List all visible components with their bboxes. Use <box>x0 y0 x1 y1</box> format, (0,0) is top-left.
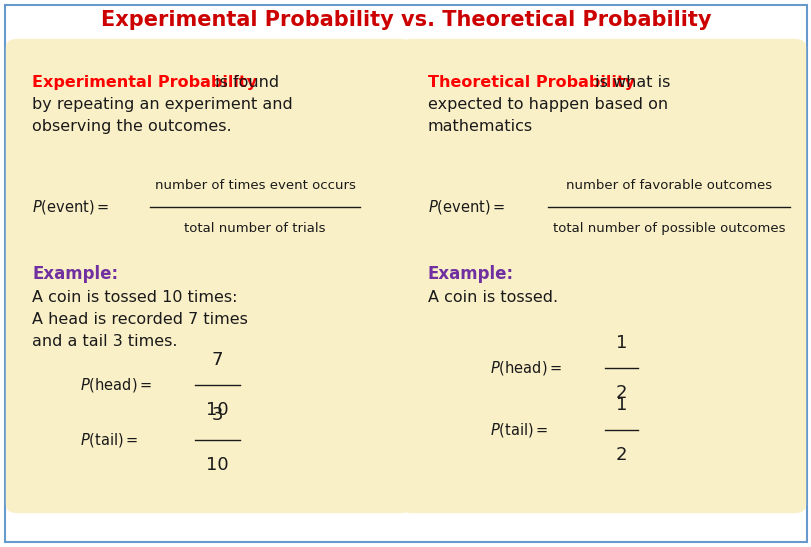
Text: observing the outcomes.: observing the outcomes. <box>32 119 231 134</box>
Text: 1: 1 <box>615 396 626 414</box>
Text: A head is recorded 7 times: A head is recorded 7 times <box>32 312 247 327</box>
Text: $P\mathregular{(tail)}=$: $P\mathregular{(tail)}=$ <box>489 421 548 439</box>
Text: total number of possible outcomes: total number of possible outcomes <box>552 222 784 235</box>
Text: Example:: Example: <box>32 265 118 283</box>
Text: 10: 10 <box>206 456 229 474</box>
Text: expected to happen based on: expected to happen based on <box>427 97 667 112</box>
Text: number of favorable outcomes: number of favorable outcomes <box>565 179 771 192</box>
Text: mathematics: mathematics <box>427 119 533 134</box>
Text: $P\mathregular{(head)}=$: $P\mathregular{(head)}=$ <box>80 376 152 394</box>
Text: 10: 10 <box>206 401 229 419</box>
Text: number of times event occurs: number of times event occurs <box>154 179 355 192</box>
Text: 1: 1 <box>615 334 626 352</box>
Text: 3: 3 <box>212 406 223 424</box>
Text: 7: 7 <box>212 351 223 369</box>
Text: Experimental Probability vs. Theoretical Probability: Experimental Probability vs. Theoretical… <box>101 10 710 30</box>
Text: $P\mathregular{(event)}=$: $P\mathregular{(event)}=$ <box>32 198 109 216</box>
Text: by repeating an experiment and: by repeating an experiment and <box>32 97 293 112</box>
Text: $P\mathregular{(tail)}=$: $P\mathregular{(tail)}=$ <box>80 431 139 449</box>
Text: 2: 2 <box>615 384 626 402</box>
Text: $P\mathregular{(head)}=$: $P\mathregular{(head)}=$ <box>489 359 561 377</box>
FancyBboxPatch shape <box>5 5 806 542</box>
Text: A coin is tossed.: A coin is tossed. <box>427 290 557 305</box>
Text: Example:: Example: <box>427 265 513 283</box>
FancyBboxPatch shape <box>6 39 412 513</box>
Text: is found: is found <box>210 75 279 90</box>
Text: total number of trials: total number of trials <box>184 222 325 235</box>
FancyBboxPatch shape <box>399 39 805 513</box>
Text: is what is: is what is <box>590 75 670 90</box>
Text: Experimental Probability: Experimental Probability <box>32 75 257 90</box>
Text: Theoretical Probability: Theoretical Probability <box>427 75 634 90</box>
Text: and a tail 3 times.: and a tail 3 times. <box>32 334 178 349</box>
Text: A coin is tossed 10 times:: A coin is tossed 10 times: <box>32 290 237 305</box>
Text: $P\mathregular{(event)}=$: $P\mathregular{(event)}=$ <box>427 198 504 216</box>
Text: 2: 2 <box>615 446 626 464</box>
